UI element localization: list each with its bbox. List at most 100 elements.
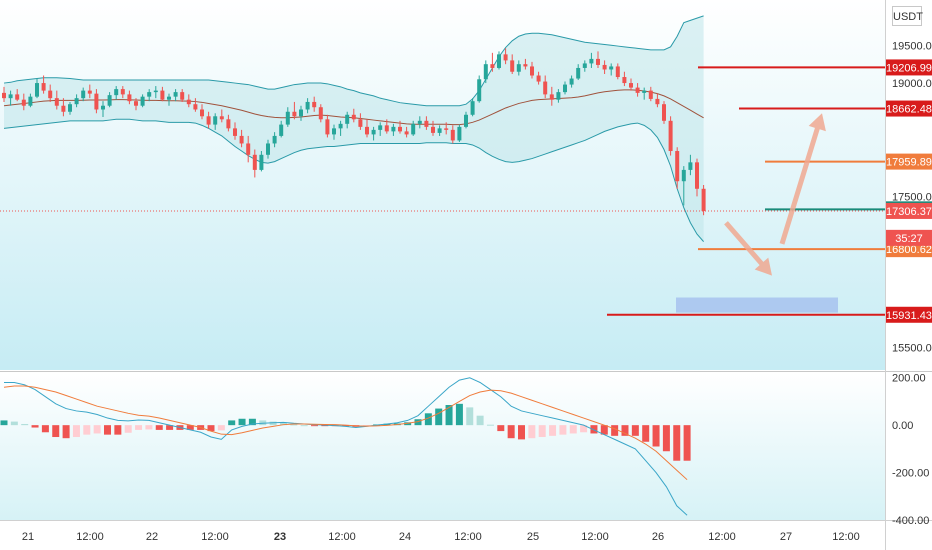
candle-body xyxy=(662,104,666,121)
macd-histogram-bar xyxy=(435,408,443,426)
candle-body xyxy=(8,94,13,99)
macd-histogram-bar xyxy=(611,425,619,436)
candle-body xyxy=(523,64,528,67)
horizontal-levels xyxy=(0,66,885,316)
price-tag xyxy=(886,202,932,219)
macd-histogram-bar xyxy=(135,425,143,430)
macd-histogram-bar xyxy=(424,413,432,426)
macd-histogram-bar xyxy=(238,418,246,426)
macd-histogram-bar xyxy=(466,407,474,426)
candle-body xyxy=(609,66,614,70)
indicator-pane-background xyxy=(0,373,885,520)
candle-body xyxy=(167,96,171,100)
time-axis-tick: 23 xyxy=(274,531,286,543)
macd-histogram-bar xyxy=(497,425,505,432)
macd-axis-tick: -200.00 xyxy=(892,468,929,480)
macd-histogram-bar xyxy=(549,425,557,436)
candle-body xyxy=(477,79,482,102)
currency-selector[interactable]: USDT xyxy=(892,6,923,26)
candle-body xyxy=(325,119,330,135)
candle-body xyxy=(127,94,132,102)
macd-histogram-bar xyxy=(145,425,153,430)
macd-histogram-bar xyxy=(217,425,225,431)
candle-body xyxy=(536,75,541,82)
candle-body xyxy=(648,90,653,99)
macd-histogram-bar xyxy=(186,425,194,430)
candle-body xyxy=(266,143,270,155)
candle-body xyxy=(642,90,647,93)
macd-histogram-bar xyxy=(580,425,588,433)
time-axis-tick: 12:00 xyxy=(454,531,482,543)
candle-body xyxy=(87,90,92,94)
time-axis-tick: 12:00 xyxy=(581,531,609,543)
macd-histogram-bar xyxy=(10,421,18,426)
candle-body xyxy=(371,129,376,135)
candle-body xyxy=(589,58,594,64)
candle-body xyxy=(391,126,396,132)
candle-body xyxy=(668,120,673,152)
candle-body xyxy=(193,104,198,110)
macd-axis-tick: -400.00 xyxy=(892,515,929,527)
candle-body xyxy=(134,101,138,106)
macd-histogram-bar xyxy=(52,425,60,438)
candle-body xyxy=(444,128,449,130)
level-price-label: 16800.62 xyxy=(886,244,932,256)
candle-body xyxy=(279,124,284,136)
candle-body xyxy=(345,114,350,124)
macd-histogram-bar xyxy=(269,421,277,426)
price-tag xyxy=(886,229,932,246)
candle-body xyxy=(490,64,495,68)
macd-line xyxy=(4,377,688,516)
candle-body xyxy=(404,131,409,135)
time-axis-tick: 26 xyxy=(652,531,664,543)
annotations xyxy=(676,113,838,313)
macd-histogram-bar xyxy=(414,419,422,426)
macd-histogram-bar xyxy=(124,425,132,433)
level-price-label: 18662.48 xyxy=(886,104,932,116)
time-axis-tick: 24 xyxy=(399,531,411,543)
candle-body xyxy=(576,67,581,79)
candle-body xyxy=(160,90,165,100)
candle-body xyxy=(582,63,587,68)
time-axis-tick: 21 xyxy=(22,531,34,543)
candle-body xyxy=(299,109,303,117)
macd-histogram-bar xyxy=(445,405,453,426)
candles xyxy=(2,48,706,216)
candle-body xyxy=(94,93,99,110)
bollinger-upper xyxy=(3,15,704,107)
candle-body xyxy=(516,64,521,72)
candle-body xyxy=(629,83,633,88)
candle-body xyxy=(153,90,158,93)
candle-body xyxy=(120,89,125,95)
time-axis-tick: 27 xyxy=(780,531,792,543)
macd-histogram-bar xyxy=(538,425,546,438)
macd-histogram-bar xyxy=(104,425,111,435)
candle-body xyxy=(549,94,554,100)
candle-body xyxy=(252,154,257,170)
macd-signal-line xyxy=(3,385,688,481)
candle-body xyxy=(378,125,383,130)
candle-body xyxy=(200,109,204,117)
candle-body xyxy=(101,105,105,110)
macd-histogram-bar xyxy=(114,425,122,435)
candle-body xyxy=(35,83,39,97)
macd-histogram-bar xyxy=(279,422,287,426)
candle-body xyxy=(206,116,211,125)
candle-body xyxy=(596,58,600,65)
candle-body xyxy=(2,92,6,99)
bollinger-fill xyxy=(4,15,704,242)
candle-body xyxy=(180,92,185,100)
macd-histogram-bar xyxy=(0,420,8,426)
macd-histogram-bar xyxy=(93,425,101,434)
level-price-tag xyxy=(886,59,932,76)
macd-histogram-bar xyxy=(228,420,236,426)
candle-body xyxy=(61,105,66,112)
price-axis-tick: 17500.00 xyxy=(892,191,932,203)
candle-body xyxy=(54,98,59,106)
macd-histogram-bar xyxy=(311,425,318,427)
macd-histogram-bar xyxy=(476,415,484,426)
candle-body xyxy=(305,101,310,110)
candle-body xyxy=(15,94,20,100)
macd-histogram-bar xyxy=(207,425,215,432)
